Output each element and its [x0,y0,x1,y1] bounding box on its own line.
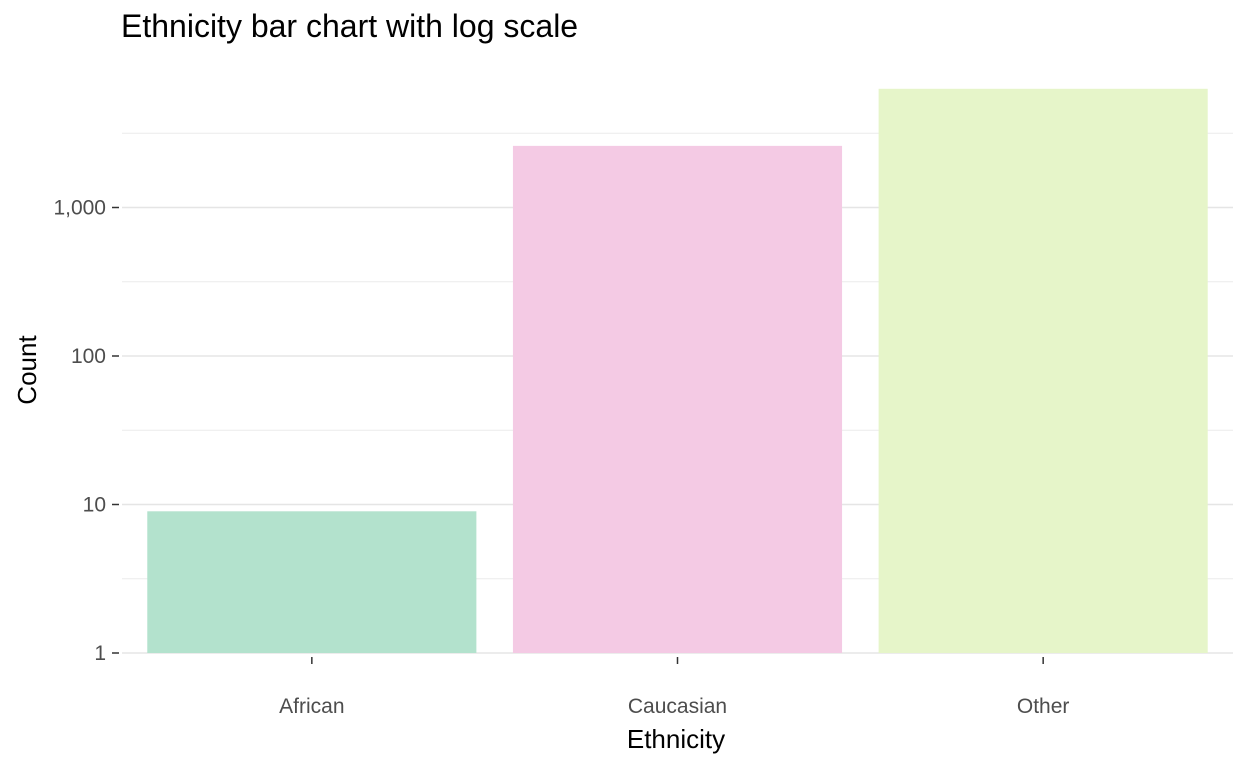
x-tick-label: Other [1017,695,1070,718]
y-tick-label: 100 [71,345,106,368]
y-tick-label: 10 [83,494,106,517]
y-axis-title: Count [12,335,42,405]
y-tick-label: 1,000 [53,197,106,220]
y-tick-label: 1 [94,642,106,665]
x-axis-title: Ethnicity [627,724,725,754]
chart-title: Ethnicity bar chart with log scale [121,8,579,44]
bar-other [878,88,1208,654]
bar-african [147,511,477,653]
x-tick-label: Caucasian [628,695,727,718]
bar-caucasian [512,145,843,653]
x-tick-label: African [279,695,344,718]
